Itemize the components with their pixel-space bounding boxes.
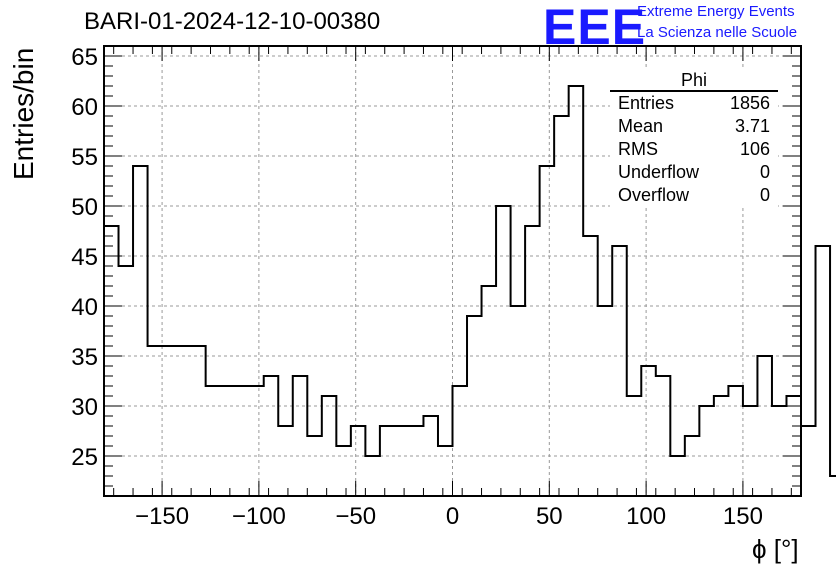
y-tick-label: 45 [71, 244, 98, 271]
y-tick-label: 40 [71, 294, 98, 321]
x-tick-label: 100 [626, 503, 666, 530]
x-tick-label: 150 [723, 503, 763, 530]
x-axis-label: ϕ [°] [752, 534, 799, 564]
stats-value: 1856 [729, 93, 770, 113]
stats-key: Overflow [618, 185, 690, 205]
stats-row-underflow: Underflow 0 [610, 161, 778, 184]
y-tick-label: 30 [71, 394, 98, 421]
y-tick-labels: 25 30 35 40 45 50 55 60 65 [71, 44, 98, 471]
y-tick-label: 55 [71, 144, 98, 171]
y-tick-label: 25 [71, 444, 98, 471]
plot-frame [103, 45, 802, 497]
major-ticks [104, 46, 801, 496]
y-axis-label: Entries/bin [8, 47, 39, 180]
x-tick-label: −100 [232, 503, 286, 530]
x-tick-label: 50 [536, 503, 563, 530]
y-tick-label: 65 [71, 44, 98, 71]
stats-key: Entries [618, 93, 675, 113]
y-tick-label: 35 [71, 344, 98, 371]
chart-title: BARI-01-2024-12-10-00380 [84, 8, 381, 35]
logo-line-1: Extreme Energy Events [637, 3, 795, 20]
x-tick-label: 0 [446, 503, 459, 530]
stats-row-mean: Mean 3.71 [610, 115, 778, 138]
stats-value: 0 [759, 162, 770, 182]
stats-row-entries: Entries 1856 [610, 92, 778, 115]
stats-box: Phi Entries 1856 Mean 3.71 RMS 106 Under… [610, 70, 778, 207]
stats-key: RMS [618, 139, 658, 159]
x-tick-label: −150 [135, 503, 189, 530]
eee-logo: EEE [543, 0, 647, 55]
logo-line-2: La Scienza nelle Scuole [637, 24, 798, 41]
stats-value: 3.71 [734, 116, 770, 136]
stats-row-rms: RMS 106 [610, 138, 778, 161]
y-tick-label: 50 [71, 194, 98, 221]
stats-value: 106 [739, 139, 770, 159]
minor-ticks [104, 45, 801, 496]
stats-row-overflow: Overflow 0 [610, 184, 778, 207]
stats-key: Mean [618, 116, 664, 136]
stats-value: 0 [759, 185, 770, 205]
x-tick-label: −50 [335, 503, 376, 530]
x-tick-labels: −150 −100 −50 0 50 100 150 [135, 503, 763, 530]
stats-title: Phi [610, 70, 778, 92]
histogram-line [103, 85, 836, 496]
stats-key: Underflow [618, 162, 700, 182]
y-tick-label: 60 [71, 94, 98, 121]
